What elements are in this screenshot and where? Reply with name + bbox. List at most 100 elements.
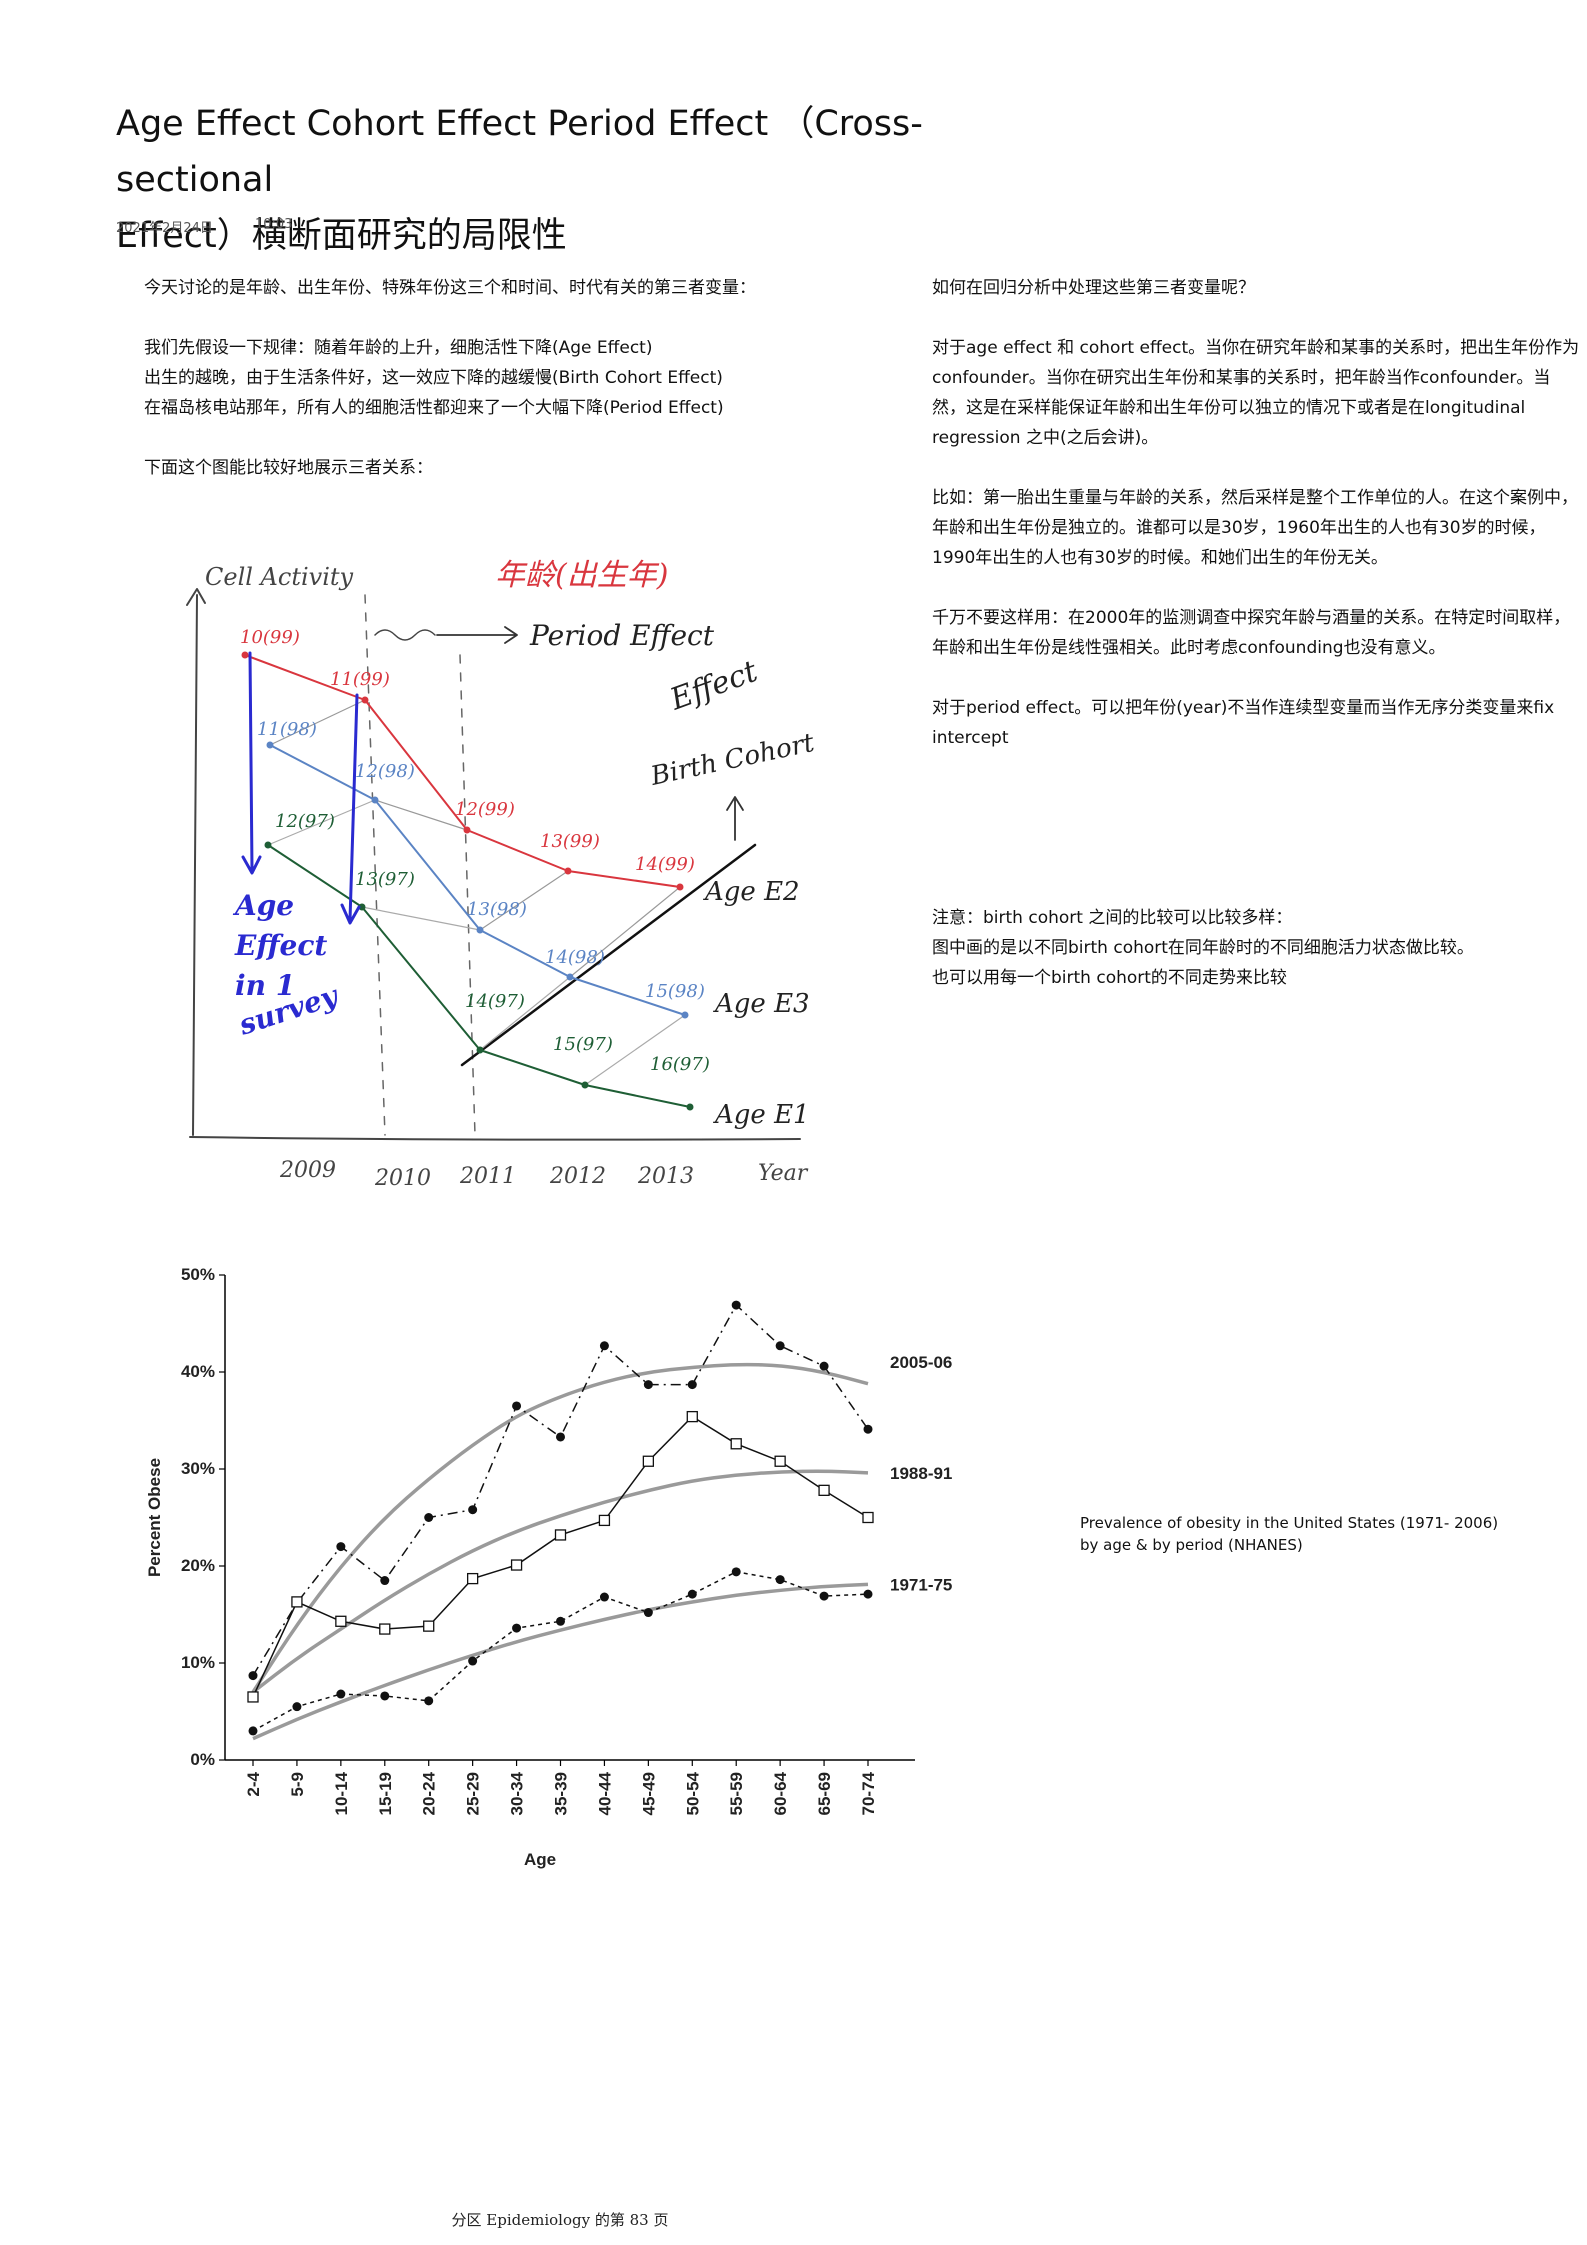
page-title: Age Effect Cohort Effect Period Effect （… xyxy=(116,96,1016,264)
x-tick-label: 10-14 xyxy=(332,1771,351,1815)
age-effect-arrow-2 xyxy=(340,693,361,925)
sketch-points xyxy=(241,651,694,1111)
point-label-12-98: 12(98) xyxy=(355,761,415,782)
point-label-15-98: 15(98) xyxy=(645,981,705,1002)
x-tick-label: 50-54 xyxy=(683,1771,702,1815)
point-label-11-98: 11(98) xyxy=(257,719,317,740)
right-paragraph-6-line-3: 也可以用每一个birth cohort的不同走势来比较 xyxy=(932,968,1287,988)
x-tick-label: 60-64 xyxy=(771,1771,790,1815)
x-tick-label: 40-44 xyxy=(595,1771,614,1815)
sketch-y-label: Cell Activity xyxy=(205,563,354,591)
data-point-square xyxy=(379,1623,391,1635)
left-paragraph-2-line-2: 出生的越晚，由于生活条件好，这一效应下降的越缓慢(Birth Cohort Ef… xyxy=(144,368,723,388)
right-paragraph-3: 比如：第一胎出生重量与年龄的关系，然后采样是整个工作单位的人。在这个案例中，年龄… xyxy=(932,488,1578,568)
data-point xyxy=(863,1424,873,1434)
birth-cohort-line xyxy=(460,843,757,1067)
data-point xyxy=(424,1696,434,1706)
sketch-x-tick-2009: 2009 xyxy=(279,1158,336,1183)
data-point xyxy=(380,1691,390,1701)
x-tick-label: 2-4 xyxy=(244,1771,263,1796)
chart-smooth-curves xyxy=(251,1362,869,1741)
point-label-14-98: 14(98) xyxy=(545,947,605,968)
y-axis-label: Percent Obese xyxy=(145,1458,164,1577)
data-point-square xyxy=(598,1514,611,1527)
data-point xyxy=(336,1542,346,1552)
line-label-e3: Age E3 xyxy=(713,989,810,1019)
period-dashed-line-2010 xyxy=(364,594,386,1136)
series-label: 2005-06 xyxy=(890,1353,952,1372)
data-point xyxy=(336,1689,346,1699)
x-tick-label: 65-69 xyxy=(815,1772,834,1815)
data-point xyxy=(248,1726,258,1736)
point-label-13-98: 13(98) xyxy=(467,899,527,920)
page-footer: 分区 Epidemiology 的第 83 页 xyxy=(451,2211,669,2229)
sketch-x-label: Year xyxy=(758,1161,809,1186)
smooth-curve xyxy=(251,1469,869,1694)
left-paragraph-3: 下面这个图能比较好地展示三者关系： xyxy=(144,458,433,478)
data-point-square xyxy=(642,1455,655,1467)
data-point-square xyxy=(247,1691,259,1703)
right-paragraph-5: 对于period effect。可以把年份(year)不当作连续型变量而当作无序… xyxy=(932,698,1555,748)
chart-caption: Prevalence of obesity in the United Stat… xyxy=(1080,1512,1520,1556)
data-point xyxy=(556,1616,565,1626)
data-point xyxy=(731,1567,741,1577)
data-point xyxy=(468,1505,478,1515)
point-label-13-99: 13(99) xyxy=(540,831,600,852)
data-point-square xyxy=(818,1484,830,1496)
right-column: 如何在回归分析中处理这些第三者变量呢？ 对于age effect 和 cohor… xyxy=(932,273,1580,993)
data-point xyxy=(512,1401,522,1411)
data-point-square xyxy=(291,1596,303,1608)
x-tick-label: 55-59 xyxy=(727,1772,746,1815)
date: 2021年2月24日 xyxy=(116,221,213,236)
data-point-square xyxy=(730,1438,742,1450)
data-point xyxy=(512,1623,522,1633)
caption-line-1: Prevalence of obesity in the United Stat… xyxy=(1080,1514,1499,1532)
chart-axes: 0% 10% 20% 30% 40% 50% 2-4 5-9 10-14 15-19 20-24 25… xyxy=(145,1265,915,1869)
data-point xyxy=(643,1380,653,1390)
point-label-13-97: 13(97) xyxy=(355,869,415,890)
line-label-e1: Age E1 xyxy=(713,1100,810,1130)
data-point-square xyxy=(862,1511,874,1524)
data-point xyxy=(687,1589,697,1599)
red-line xyxy=(244,654,681,888)
x-tick-label: 45-49 xyxy=(639,1772,658,1815)
sketch-birth-cohort-label: Birth Cohort xyxy=(647,728,815,792)
x-tick-label: 35-39 xyxy=(552,1772,571,1815)
data-point xyxy=(599,1592,609,1602)
data-point xyxy=(643,1608,653,1618)
period-dashed-line-2011 xyxy=(459,654,476,1136)
data-point-square xyxy=(554,1529,567,1541)
data-point xyxy=(599,1341,609,1351)
x-tick-label: 25-29 xyxy=(464,1772,483,1815)
chart-series xyxy=(247,1300,874,1736)
series-label: 1988-91 xyxy=(890,1464,952,1483)
title-line-1: Age Effect Cohort Effect Period Effect （… xyxy=(116,104,923,200)
y-tick-label: 10% xyxy=(181,1653,215,1672)
data-point xyxy=(424,1513,434,1522)
age-effect-text-3: in 1 xyxy=(235,969,295,1002)
y-tick-label: 20% xyxy=(181,1556,215,1575)
x-tick-label: 5-9 xyxy=(288,1772,307,1797)
point-label-10-99: 10(99) xyxy=(240,627,300,648)
sketch-effect-label: Effect xyxy=(665,654,763,718)
sketch-x-tick-2011: 2011 xyxy=(459,1164,516,1189)
y-tick-label: 50% xyxy=(181,1265,215,1284)
data-point xyxy=(775,1575,785,1585)
data-point xyxy=(819,1591,829,1601)
period-arrow xyxy=(436,626,518,644)
y-tick-label: 30% xyxy=(181,1459,215,1478)
data-point xyxy=(687,1380,697,1390)
left-paragraph-2-line-1: 我们先假设一下规律：随着年龄的上升，细胞活性下降(Age Effect) xyxy=(144,338,653,358)
point-label-14-97: 14(97) xyxy=(465,991,525,1012)
right-paragraph-2: 对于age effect 和 cohort effect。当你在研究年龄和某事的… xyxy=(932,338,1580,448)
data-point-square xyxy=(466,1572,479,1585)
y-tick-label: 0% xyxy=(190,1750,215,1769)
age-effect-text-2: Effect xyxy=(234,929,327,962)
data-point xyxy=(292,1702,302,1712)
sketch-y-axis xyxy=(192,594,198,1136)
x-axis-label: Age xyxy=(524,1850,556,1869)
x-tick-label: 70-74 xyxy=(859,1771,878,1815)
title-line-2: Effect）横断面研究的局限性 xyxy=(116,216,567,256)
connector-1 xyxy=(269,699,681,978)
point-label-12-99: 12(99) xyxy=(455,799,515,820)
